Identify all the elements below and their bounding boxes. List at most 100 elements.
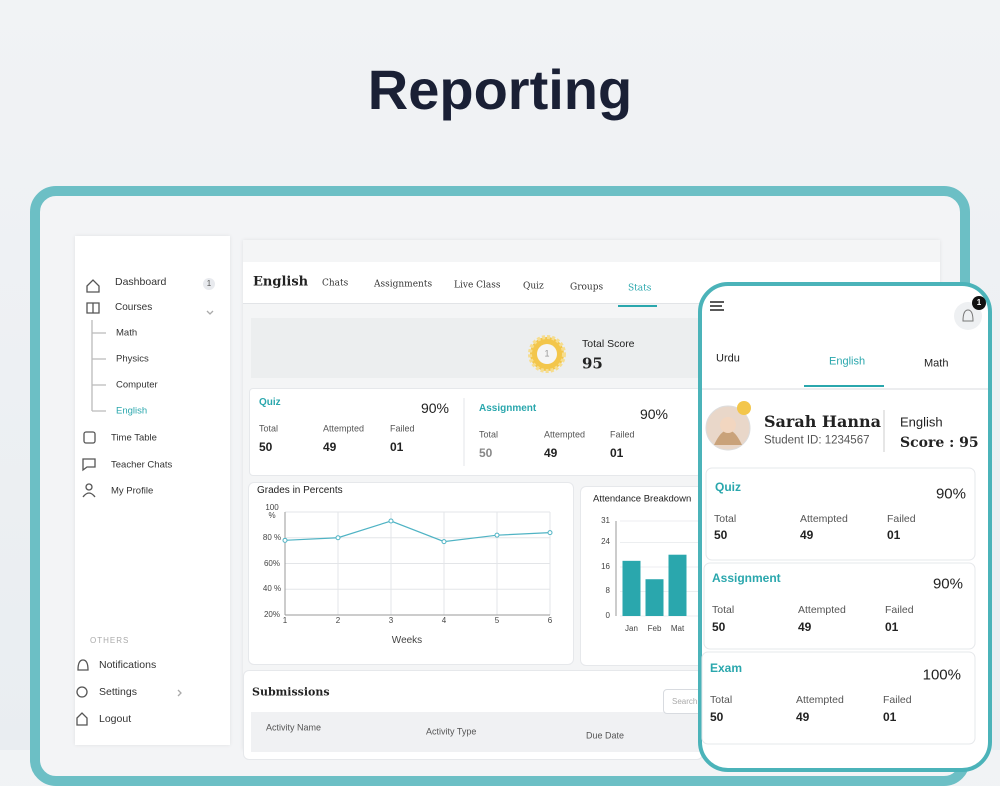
course-item: English bbox=[116, 405, 148, 417]
score-box bbox=[251, 318, 701, 378]
nav-item: Courses bbox=[115, 302, 153, 313]
stat-value: 01 bbox=[885, 620, 899, 634]
stat-value: 50 bbox=[712, 620, 726, 634]
tab: Groups bbox=[570, 282, 604, 293]
phone-tab: Urdu bbox=[716, 352, 740, 365]
badge-bg bbox=[203, 278, 215, 290]
stat-value: 50 bbox=[710, 710, 724, 724]
stat-value: 49 bbox=[800, 528, 814, 542]
student-score: Score : 95 bbox=[900, 435, 979, 451]
stat-percent: 90% bbox=[932, 575, 963, 593]
stat-value: 49 bbox=[544, 446, 558, 460]
stat-label: Attempted bbox=[544, 429, 586, 440]
charts-layer bbox=[76, 278, 709, 726]
student-name: Sarah Hanna bbox=[764, 412, 882, 431]
stat-value: 49 bbox=[798, 620, 812, 634]
stat-value: 50 bbox=[714, 528, 728, 542]
stat-value: 01 bbox=[610, 446, 624, 460]
line-point bbox=[388, 518, 394, 524]
nav-item: Teacher Chats bbox=[111, 459, 173, 471]
y-tick-label: 8 bbox=[605, 586, 610, 596]
tab: Quiz bbox=[523, 281, 544, 292]
x-tick-label: 4 bbox=[441, 616, 447, 625]
stat-title: Quiz bbox=[715, 480, 741, 494]
y-tick-label: 16 bbox=[601, 561, 610, 571]
stat-label: Attempted bbox=[323, 423, 365, 434]
stats-card bbox=[249, 388, 701, 476]
y-tick-label: 0 bbox=[605, 611, 610, 620]
y-tick-label: 80 % bbox=[262, 532, 282, 542]
y-tick-label: 100 % bbox=[265, 503, 279, 520]
stat-percent: 90% bbox=[935, 485, 966, 503]
x-tick-label: 1 bbox=[282, 616, 288, 625]
student-course: English bbox=[900, 414, 943, 430]
tab: Stats bbox=[628, 283, 652, 294]
x-tick-label: 2 bbox=[335, 616, 341, 625]
x-tick-label: Mat bbox=[670, 624, 685, 633]
stat-label: Attempted bbox=[798, 603, 846, 616]
phone-tab: Math bbox=[924, 357, 949, 370]
y-tick-label: 40 % bbox=[262, 584, 282, 594]
sidebar bbox=[75, 236, 230, 745]
stat-label: Attempted bbox=[800, 512, 848, 525]
score-label: Total Score bbox=[582, 337, 635, 350]
course-item: Physics bbox=[116, 353, 149, 365]
stat-value: 01 bbox=[883, 710, 897, 724]
stat-value: 50 bbox=[259, 440, 273, 454]
x-tick-label: Jan bbox=[625, 624, 638, 633]
line-series bbox=[284, 520, 551, 543]
y-tick-label: 31 bbox=[601, 516, 610, 525]
chart-title: Attendance Breakdown bbox=[593, 493, 692, 505]
notification-badge bbox=[972, 296, 986, 310]
stat-label: Total bbox=[479, 429, 499, 440]
tab: Live Class bbox=[454, 280, 501, 291]
line-point bbox=[547, 530, 553, 536]
tab: Assignments bbox=[374, 279, 433, 290]
stat-label: Attempted bbox=[796, 693, 844, 706]
column-header: Activity Type bbox=[426, 726, 477, 737]
bell-icon bbox=[962, 309, 974, 322]
x-tick-label: Feb bbox=[647, 624, 662, 633]
student-id: Student ID: 1234567 bbox=[764, 434, 870, 447]
course-item: Math bbox=[116, 327, 138, 339]
line-point bbox=[282, 537, 288, 543]
stat-label: Total bbox=[259, 423, 279, 434]
phone-tab: English bbox=[829, 355, 866, 368]
stat-label: Failed bbox=[887, 512, 916, 525]
avatar-face bbox=[720, 417, 736, 433]
search-placeholder: Search bbox=[672, 698, 698, 706]
section-label: OTHERS bbox=[90, 636, 130, 645]
nav-item: Settings bbox=[99, 685, 137, 698]
stat-value: 01 bbox=[390, 440, 404, 454]
stat-value: 01 bbox=[887, 528, 901, 542]
bar bbox=[668, 554, 687, 616]
page-title: Reporting bbox=[367, 58, 633, 121]
bar bbox=[622, 560, 641, 616]
chart-title: Grades in Percents bbox=[257, 485, 343, 496]
stat-label: Total bbox=[712, 603, 735, 616]
stat-label: Total bbox=[710, 693, 733, 706]
course-item: Computer bbox=[116, 379, 158, 391]
line-point bbox=[335, 535, 341, 541]
phone-card bbox=[705, 467, 976, 561]
medal-center bbox=[537, 344, 557, 364]
stat-percent: 100% bbox=[922, 666, 961, 684]
line-point bbox=[494, 532, 500, 538]
stat-title: Assignment bbox=[479, 403, 537, 414]
line-point bbox=[441, 539, 447, 545]
nav-item: My Profile bbox=[111, 485, 154, 497]
phone-card bbox=[701, 651, 976, 745]
x-tick-label: 6 bbox=[547, 616, 553, 625]
phone-layer bbox=[701, 296, 988, 745]
menu-icon bbox=[710, 301, 724, 311]
stat-label: Failed bbox=[885, 603, 914, 616]
stat-label: Total bbox=[714, 512, 737, 525]
medal-rank: 1 bbox=[544, 348, 550, 359]
bell-bg bbox=[954, 302, 982, 330]
nav-item: Time Table bbox=[111, 432, 157, 444]
score-value: 95 bbox=[582, 354, 603, 373]
course-heading: English bbox=[253, 274, 309, 290]
stat-title: Assignment bbox=[712, 571, 781, 585]
avatar-medal bbox=[737, 401, 751, 415]
